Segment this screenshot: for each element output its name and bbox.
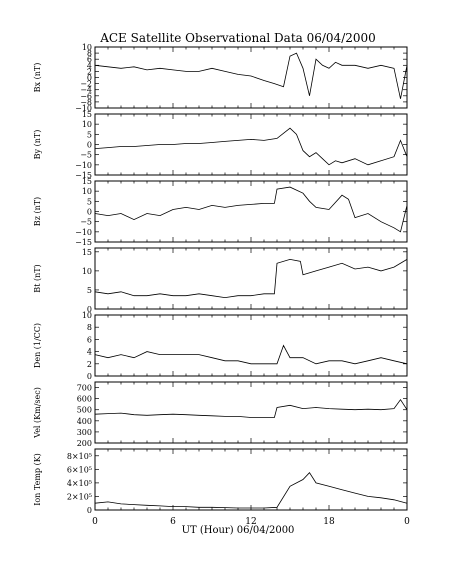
y-tick-label: 0 bbox=[87, 141, 92, 150]
panel-4: 0 2 4 6 8 10 Den (1/CC) bbox=[33, 311, 408, 381]
y-tick-label: 10 bbox=[82, 120, 92, 129]
y-tick-label: 300 bbox=[77, 428, 92, 437]
y-tick-label: −10 bbox=[75, 161, 92, 170]
y-tick-label: −8 bbox=[80, 98, 92, 107]
y-tick-label: 15 bbox=[82, 110, 92, 119]
y-tick-label: −2 bbox=[80, 80, 92, 89]
panel-frame bbox=[94, 247, 408, 310]
y-tick-label: 6×10⁵ bbox=[67, 465, 92, 474]
y-tick-label: 8×10⁵ bbox=[67, 452, 92, 461]
y-tick-label: −6 bbox=[80, 92, 92, 101]
y-tick-label: 200 bbox=[77, 439, 92, 448]
y-tick-label: 5 bbox=[87, 130, 92, 139]
panel-frame bbox=[94, 314, 408, 377]
y-tick-label: 8 bbox=[87, 49, 92, 58]
panel-frame bbox=[94, 381, 408, 444]
series-line bbox=[94, 398, 408, 418]
y-axis-label: Bx (nT) bbox=[33, 63, 42, 93]
y-tick-label: 400 bbox=[77, 417, 92, 426]
x-axis-label: UT (Hour) 06/04/2000 bbox=[182, 525, 295, 536]
series-line bbox=[94, 186, 408, 233]
y-tick-label: −10 bbox=[75, 104, 92, 113]
y-tick-label: 0 bbox=[87, 372, 92, 381]
y-tick-label: 2 bbox=[87, 67, 92, 76]
panel-frame bbox=[94, 448, 408, 511]
y-tick-label: −15 bbox=[75, 171, 92, 180]
panel-5: 200 300 400 500 600 700 Vel (Km/sec) bbox=[33, 381, 408, 448]
y-tick-label: 0 bbox=[87, 305, 92, 314]
panel-frame bbox=[94, 180, 408, 243]
y-tick-label: 600 bbox=[77, 395, 92, 404]
y-axis-label: By (nT) bbox=[33, 130, 42, 160]
y-tick-label: 0 bbox=[87, 74, 92, 83]
x-tick-label: 0 bbox=[92, 517, 98, 527]
y-tick-label: −10 bbox=[75, 228, 92, 237]
y-axis-label: Ion Temp (K) bbox=[33, 453, 42, 506]
y-tick-label: 10 bbox=[82, 267, 92, 276]
panel-frame bbox=[94, 46, 408, 109]
y-tick-label: 4 bbox=[87, 348, 92, 357]
y-axis-label: Bt (nT) bbox=[33, 264, 42, 292]
series-line bbox=[94, 52, 408, 99]
panel-frame bbox=[94, 113, 408, 176]
y-tick-label: 15 bbox=[82, 248, 92, 257]
y-tick-label: 700 bbox=[77, 384, 92, 393]
y-tick-label: −15 bbox=[75, 238, 92, 247]
y-tick-label: 10 bbox=[82, 187, 92, 196]
y-tick-label: −5 bbox=[80, 218, 92, 227]
series-line bbox=[94, 258, 408, 299]
series-line bbox=[94, 472, 408, 509]
y-tick-label: 6 bbox=[87, 55, 92, 64]
y-tick-label: 10 bbox=[82, 311, 92, 320]
y-tick-label: 4 bbox=[87, 61, 92, 70]
y-tick-label: 2 bbox=[87, 360, 92, 369]
y-tick-label: 10 bbox=[82, 43, 92, 52]
panel-3: 0 5 10 15 Bt (nT) bbox=[33, 247, 408, 314]
chart-title: ACE Satellite Observational Data 06/04/2… bbox=[99, 31, 376, 45]
series-line bbox=[94, 344, 408, 365]
y-tick-label: 6 bbox=[87, 335, 92, 344]
y-tick-label: 500 bbox=[77, 406, 92, 415]
y-tick-label: −5 bbox=[80, 151, 92, 160]
y-tick-label: 0 bbox=[87, 506, 92, 515]
x-tick-label: 18 bbox=[323, 517, 335, 527]
y-axis-label: Vel (Km/sec) bbox=[33, 387, 42, 439]
y-tick-label: 0 bbox=[87, 208, 92, 217]
y-tick-label: 15 bbox=[82, 177, 92, 186]
y-tick-label: 4×10⁵ bbox=[67, 479, 92, 488]
y-tick-label: 5 bbox=[87, 197, 92, 206]
y-axis-label: Bz (nT) bbox=[33, 197, 42, 226]
x-tick-label: 0 bbox=[404, 517, 410, 527]
y-tick-label: 5 bbox=[87, 286, 92, 295]
y-tick-label: 8 bbox=[87, 323, 92, 332]
y-tick-label: −4 bbox=[80, 86, 92, 95]
x-tick-label: 12 bbox=[245, 517, 256, 527]
y-axis-label: Den (1/CC) bbox=[33, 323, 42, 368]
panel-6: 0 2×10⁵ 4×10⁵ 6×10⁵ 8×10⁵ Ion Temp (K) bbox=[33, 448, 408, 515]
x-tick-label: 6 bbox=[170, 517, 176, 527]
y-tick-label: 2×10⁵ bbox=[67, 492, 92, 501]
series-line bbox=[94, 127, 408, 166]
